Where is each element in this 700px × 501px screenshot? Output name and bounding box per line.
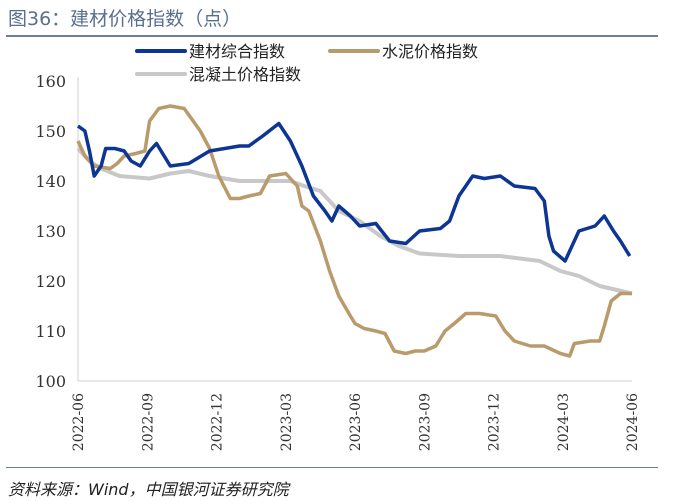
y-tick-label: 110 xyxy=(35,322,66,341)
x-tick-label: 2024-03 xyxy=(556,393,572,451)
footer-divider xyxy=(6,467,658,468)
chart-title: 图36：建材价格指数（点） xyxy=(8,8,242,30)
series-line-cement xyxy=(76,104,632,358)
series-line-composite xyxy=(76,121,632,263)
x-tick-label: 2022-12 xyxy=(210,393,226,451)
x-tick-label: 2023-09 xyxy=(417,393,433,451)
y-tick-label: 120 xyxy=(35,272,66,291)
x-tick-label: 2023-06 xyxy=(348,393,364,451)
y-tick-label: 100 xyxy=(35,372,66,391)
y-tick-label: 140 xyxy=(35,172,66,191)
x-tick-label: 2024-06 xyxy=(625,393,641,451)
y-tick-label: 150 xyxy=(35,122,66,141)
source-note: 资料来源：Wind，中国银河证券研究院 xyxy=(8,480,289,499)
legend-label: 建材综合指数 xyxy=(189,42,285,61)
x-tick-label: 2022-06 xyxy=(71,393,87,451)
x-tick-label: 2022-09 xyxy=(140,393,156,451)
y-tick-label: 130 xyxy=(35,222,66,241)
legend-label: 水泥价格指数 xyxy=(382,42,478,61)
series-line-concrete xyxy=(76,147,633,296)
x-tick-label: 2023-12 xyxy=(487,393,503,451)
title-divider xyxy=(6,35,658,37)
legend-label: 混凝土价格指数 xyxy=(189,65,301,84)
x-tick-label: 2023-03 xyxy=(279,393,295,451)
y-tick-label: 160 xyxy=(35,72,66,91)
